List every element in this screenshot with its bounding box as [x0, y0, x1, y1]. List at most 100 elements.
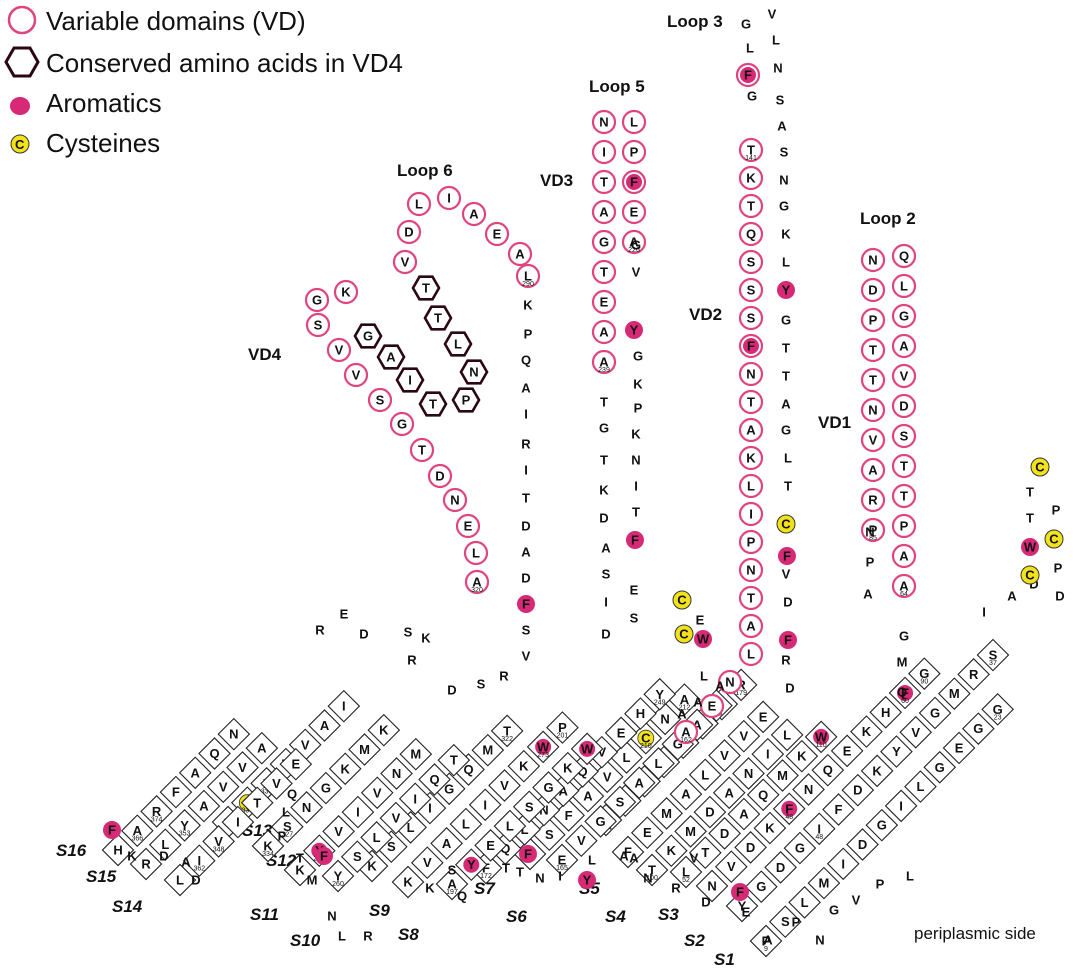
vd-residue-ring [304, 287, 330, 313]
residue-letter: A [899, 579, 909, 594]
strand-residue-box [708, 817, 741, 850]
strand-residue-box [490, 714, 524, 748]
legend-vd-label: Variable domains (VD) [46, 6, 306, 36]
strand-residue-box [379, 801, 413, 835]
residue-letter: F [785, 801, 793, 816]
residue-letter: M [410, 747, 421, 762]
label-vd3: VD3 [540, 171, 573, 190]
residue-letter: C [1035, 460, 1045, 475]
strand-residue-box [270, 810, 304, 844]
strand-label: S11 [250, 905, 279, 924]
residue-letter: G [397, 417, 407, 432]
chain-residue-letter: D [447, 683, 456, 698]
strand-residue-box [327, 689, 361, 723]
residue-letter: E [843, 743, 852, 758]
vd-residue-ring [343, 362, 369, 388]
strand-residue-box [622, 766, 656, 800]
residue-letter: V [301, 737, 310, 752]
residue-letter: M [949, 686, 960, 701]
strand-residue-box [734, 831, 767, 864]
strand-residue-box [783, 831, 817, 865]
chain-residue-letter: D [599, 511, 608, 526]
residue-letter: L [916, 779, 924, 794]
chain-residue-letter: P [876, 877, 885, 892]
residue-letter: S [616, 795, 625, 810]
residue-letter: D [868, 283, 877, 298]
strand-residue-box [283, 853, 317, 887]
residue-letter: Q [577, 764, 587, 779]
residue-number: 239 [598, 367, 610, 374]
strand-residue-box [571, 779, 605, 813]
chain-residue-letter: R [363, 929, 373, 944]
residue-number: 339 [241, 808, 253, 815]
aromatic-marker [626, 531, 644, 549]
vd-residue-ring [591, 199, 617, 225]
chain-residue-letter: G [779, 199, 789, 214]
chain-residue-letter: A [693, 695, 703, 710]
residue-letter: W [1024, 540, 1037, 555]
strand-residue-box [788, 886, 821, 919]
residue-letter: L [801, 895, 809, 910]
strand-residue-box [340, 840, 374, 874]
residue-letter: S [545, 827, 554, 842]
residue-number: 327 [281, 832, 293, 839]
strand-residue-box [732, 757, 765, 790]
vd-residue-ring [738, 277, 764, 303]
residue-letter: Q [746, 227, 756, 242]
residue-letter: G [321, 781, 331, 796]
strand-label: S7 [474, 879, 496, 898]
residue-number: 273 [537, 752, 549, 759]
cysteine-marker [776, 514, 796, 534]
vd-residue-ring [621, 199, 647, 225]
vd-residue-ring [738, 445, 764, 471]
strand-residue-box [449, 807, 483, 841]
residue-letter: P [630, 145, 639, 160]
residue-letter: I [483, 797, 487, 812]
residue-letter: V [597, 745, 606, 760]
strand-residue-box [826, 847, 860, 881]
strand-label: S2 [684, 931, 705, 950]
residue-number: 330 [261, 788, 273, 795]
residue-letter: P [462, 393, 471, 408]
residue-letter: V [727, 859, 736, 874]
label-loop5: Loop 5 [589, 77, 645, 96]
chain-residue-letter: L [338, 929, 346, 944]
residue-number: 362 [193, 866, 205, 873]
residue-letter: Q [823, 763, 833, 778]
aromatic-marker [897, 684, 914, 701]
residue-letter: E [955, 740, 964, 755]
legend-vd-icon [7, 5, 37, 35]
residue-letter: V [603, 769, 612, 784]
residue-letter: F [624, 845, 632, 860]
residue-letter: G [673, 737, 683, 752]
vd-residue-ring [409, 437, 435, 463]
residue-letter: K [263, 839, 273, 854]
vd-residue-ring [738, 221, 764, 247]
residue-letter: L [521, 822, 529, 837]
strand-residue-box [642, 747, 675, 780]
chain-residue-letter: R [407, 653, 417, 668]
residue-letter: F [747, 339, 755, 354]
strand-residue-box [746, 778, 780, 812]
residue-letter: T [747, 395, 755, 410]
strand-residue-box [512, 790, 546, 824]
residue-letter: F [901, 685, 909, 700]
vd-residue-ring [860, 427, 886, 453]
residue-letter: K [797, 749, 807, 764]
residue-letter: Y [738, 899, 747, 914]
chain-residue-letter: D [701, 895, 710, 910]
vd-residue-ring [891, 573, 917, 599]
chain-residue-letter: S [404, 625, 413, 640]
strand-residue-box [471, 733, 505, 767]
strand-label: S4 [605, 907, 626, 926]
strand-residue-box [802, 812, 836, 846]
residue-letter: A [191, 765, 201, 780]
residue-letter: R [868, 493, 878, 508]
strand-residue-box [744, 870, 778, 904]
chain-residue-letter: M [897, 655, 908, 670]
residue-letter: M [661, 806, 672, 821]
strand-residue-box [749, 924, 783, 958]
residue-letter: P [869, 313, 878, 328]
